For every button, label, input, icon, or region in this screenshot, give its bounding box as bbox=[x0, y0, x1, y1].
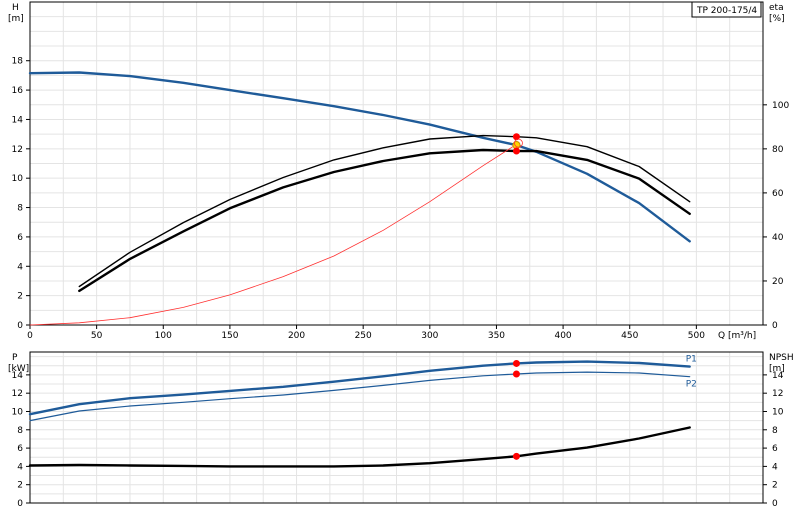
y-left-tick-label: 6 bbox=[17, 233, 23, 243]
x-tick-label: 250 bbox=[355, 331, 372, 341]
duty-point-marker bbox=[512, 452, 520, 460]
system-curve-endpoint bbox=[514, 138, 523, 148]
y-right-tick-label: 2 bbox=[772, 481, 778, 491]
y-left-tick-label: 10 bbox=[12, 407, 24, 417]
y-left-axis-unit: [m] bbox=[8, 14, 24, 24]
pump-model-text: TP 200-175/4 bbox=[696, 6, 757, 16]
series-line-3 bbox=[28, 426, 691, 468]
x-tick-label: 450 bbox=[621, 331, 638, 341]
y-right-axis-title: eta bbox=[769, 3, 784, 13]
x-tick-label: 50 bbox=[91, 331, 103, 341]
x-tick-label: 100 bbox=[155, 331, 172, 341]
series-line-1 bbox=[28, 71, 691, 243]
x-tick-label: 300 bbox=[421, 331, 438, 341]
y-right-tick-label: 100 bbox=[772, 101, 789, 111]
y-right-tick-label: 0 bbox=[772, 321, 778, 331]
y-right-tick-label: 14 bbox=[772, 371, 784, 381]
y-left-tick-label: 8 bbox=[17, 426, 23, 436]
plot-frame bbox=[29, 351, 764, 504]
y-left-tick-label: 12 bbox=[12, 389, 23, 399]
x-tick-label: 150 bbox=[221, 331, 238, 341]
y-left-tick-label: 16 bbox=[12, 86, 24, 96]
duty-point-marker bbox=[512, 147, 520, 155]
x-axis-title: Q [m³/h] bbox=[718, 331, 756, 341]
series-line-1 bbox=[28, 360, 691, 416]
y-right-tick-label: 6 bbox=[772, 444, 778, 454]
series-line-3 bbox=[78, 148, 691, 293]
y-right-axis-title: NPSH bbox=[769, 353, 794, 363]
y-left-tick-label: 18 bbox=[12, 57, 24, 67]
plot-frame bbox=[29, 1, 764, 326]
duty-point-marker bbox=[512, 370, 520, 378]
y-right-tick-label: 10 bbox=[772, 407, 784, 417]
y-right-tick-label: 20 bbox=[772, 277, 784, 287]
y-left-axis-title: P bbox=[12, 353, 18, 363]
power-npsh-panel: 0 2 4 6 8 10 12 14 0 2 4 6 8 10 12 14 P[kW] NPSH[m] P1 P2 bbox=[8, 351, 794, 509]
series-label-p2: P2 bbox=[686, 380, 697, 390]
x-tick-label: 400 bbox=[554, 331, 571, 341]
y-right-tick-label: 80 bbox=[772, 145, 784, 155]
y-left-tick-label: 12 bbox=[12, 145, 23, 155]
y-left-tick-label: 2 bbox=[17, 292, 23, 302]
x-tick-label: 0 bbox=[27, 331, 33, 341]
y-left-tick-label: 4 bbox=[17, 262, 23, 272]
series-line-4 bbox=[29, 143, 517, 326]
y-right-tick-label: 60 bbox=[772, 189, 784, 199]
y-right-tick-label: 12 bbox=[772, 389, 783, 399]
y-left-tick-label: 0 bbox=[17, 499, 23, 509]
x-tick-label: 500 bbox=[688, 331, 705, 341]
series-line-2 bbox=[29, 371, 691, 422]
y-left-tick-label: 0 bbox=[17, 321, 23, 331]
y-left-axis-unit: [kW] bbox=[8, 364, 29, 374]
y-left-tick-label: 14 bbox=[12, 371, 24, 381]
x-tick-label: 350 bbox=[488, 331, 505, 341]
series-label-p1: P1 bbox=[686, 355, 697, 365]
x-tick-label: 200 bbox=[288, 331, 305, 341]
series-line-2 bbox=[78, 134, 691, 288]
duty-point-marker bbox=[512, 359, 520, 367]
y-left-tick-label: 10 bbox=[12, 174, 24, 184]
y-left-tick-label: 4 bbox=[17, 462, 23, 472]
y-left-tick-label: 6 bbox=[17, 444, 23, 454]
head-efficiency-panel: 0 2 4 6 8 10 12 14 16 18 0 20 40 60 80 100 H[m] eta[%] 0 50… bbox=[8, 1, 789, 341]
y-right-tick-label: 0 bbox=[772, 499, 778, 509]
grid-lines bbox=[30, 352, 763, 503]
y-right-tick-label: 8 bbox=[772, 426, 778, 436]
y-left-tick-label: 2 bbox=[17, 481, 23, 491]
pump-model-label: TP 200-175/4 bbox=[691, 1, 762, 18]
y-right-axis-unit: [m] bbox=[769, 364, 785, 374]
y-left-tick-label: 8 bbox=[17, 204, 23, 214]
grid-lines bbox=[30, 2, 763, 325]
y-right-tick-label: 40 bbox=[772, 233, 784, 243]
y-right-tick-label: 4 bbox=[772, 462, 778, 472]
y-left-tick-label: 14 bbox=[12, 115, 24, 125]
y-right-axis-unit: [%] bbox=[769, 14, 785, 24]
y-left-axis-title: H bbox=[12, 3, 19, 13]
